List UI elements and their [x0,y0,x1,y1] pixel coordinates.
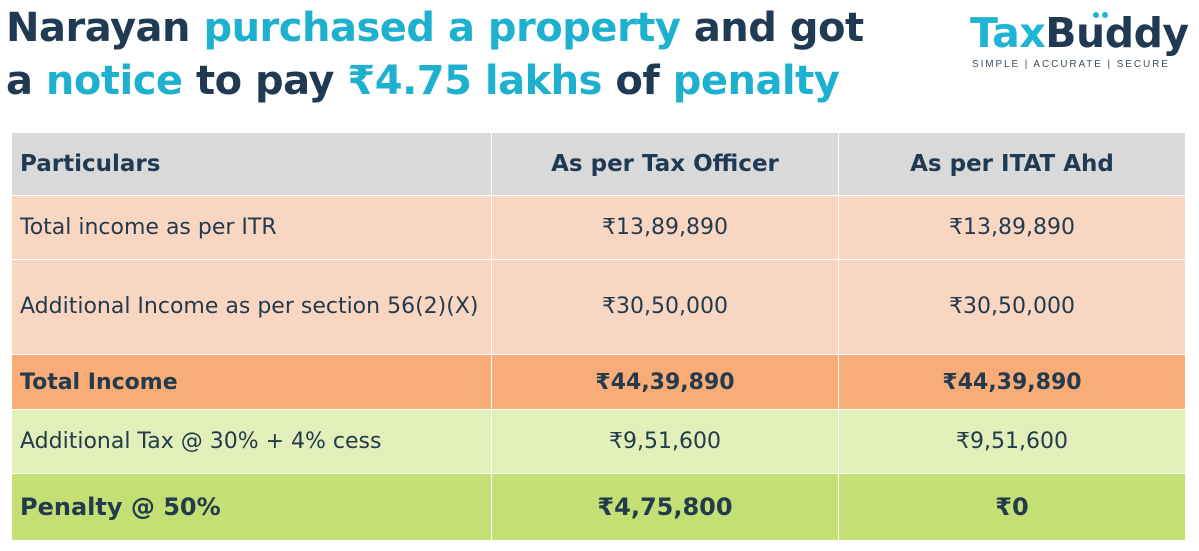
taxbuddy-logo: TaxBuddy SIMPLE | ACCURATE | SECURE [968,6,1189,76]
headline-line-2: a notice to pay ₹4.75 lakhs of penalty [6,55,906,108]
headline-highlight: penalty [672,58,840,104]
itat-value: ₹0 [838,473,1186,541]
headline-highlight: purchased a property [203,5,681,51]
table-row: Additional Income as per section 56(2)(X… [11,259,1186,355]
itat-value: ₹30,50,000 [838,259,1186,355]
column-header-particulars: Particulars [11,132,492,196]
officer-value: ₹30,50,000 [491,259,839,355]
row-label: Additional Tax @ 30% + 4% cess [11,409,492,474]
officer-value: ₹9,51,600 [491,409,839,474]
headline-highlight: ₹4.75 lakhs [347,58,602,104]
table-header-row: Particulars As per Tax Officer As per IT… [11,132,1186,196]
penalty-comparison-table: Particulars As per Tax Officer As per IT… [11,132,1186,541]
headline-text: of [601,58,673,104]
headline: Narayan purchased a property and got a n… [6,2,906,108]
headline-text: Narayan [6,5,204,51]
officer-value: ₹4,75,800 [491,473,839,541]
officer-value: ₹13,89,890 [491,195,839,260]
row-label: Total income as per ITR [11,195,492,260]
officer-value: ₹44,39,890 [491,354,839,410]
headline-line-1: Narayan purchased a property and got [6,2,906,55]
headline-highlight: notice [45,58,183,104]
row-label: Penalty @ 50% [11,473,492,541]
itat-value: ₹13,89,890 [838,195,1186,260]
row-label: Additional Income as per section 56(2)(X… [11,259,492,355]
logo-wordmark: TaxBuddy [970,6,1189,60]
row-label: Total Income [11,354,492,410]
logo-tagline: SIMPLE | ACCURATE | SECURE [972,59,1170,70]
table-row-total-income: Total Income ₹44,39,890 ₹44,39,890 [11,354,1186,410]
table-row-penalty: Penalty @ 50% ₹4,75,800 ₹0 [11,473,1186,541]
column-header-itat: As per ITAT Ahd [838,132,1186,196]
headline-text: and got [680,5,864,51]
headline-text: to pay [182,58,348,104]
logo-brand-a: Tax [970,9,1046,57]
table-row: Total income as per ITR ₹13,89,890 ₹13,8… [11,195,1186,260]
logo-brand-b: Buddy [1045,9,1189,57]
column-header-tax-officer: As per Tax Officer [491,132,839,196]
logo-dots-icon [1093,12,1108,18]
itat-value: ₹44,39,890 [838,354,1186,410]
itat-value: ₹9,51,600 [838,409,1186,474]
headline-text: a [6,58,46,104]
table-row: Additional Tax @ 30% + 4% cess ₹9,51,600… [11,409,1186,474]
